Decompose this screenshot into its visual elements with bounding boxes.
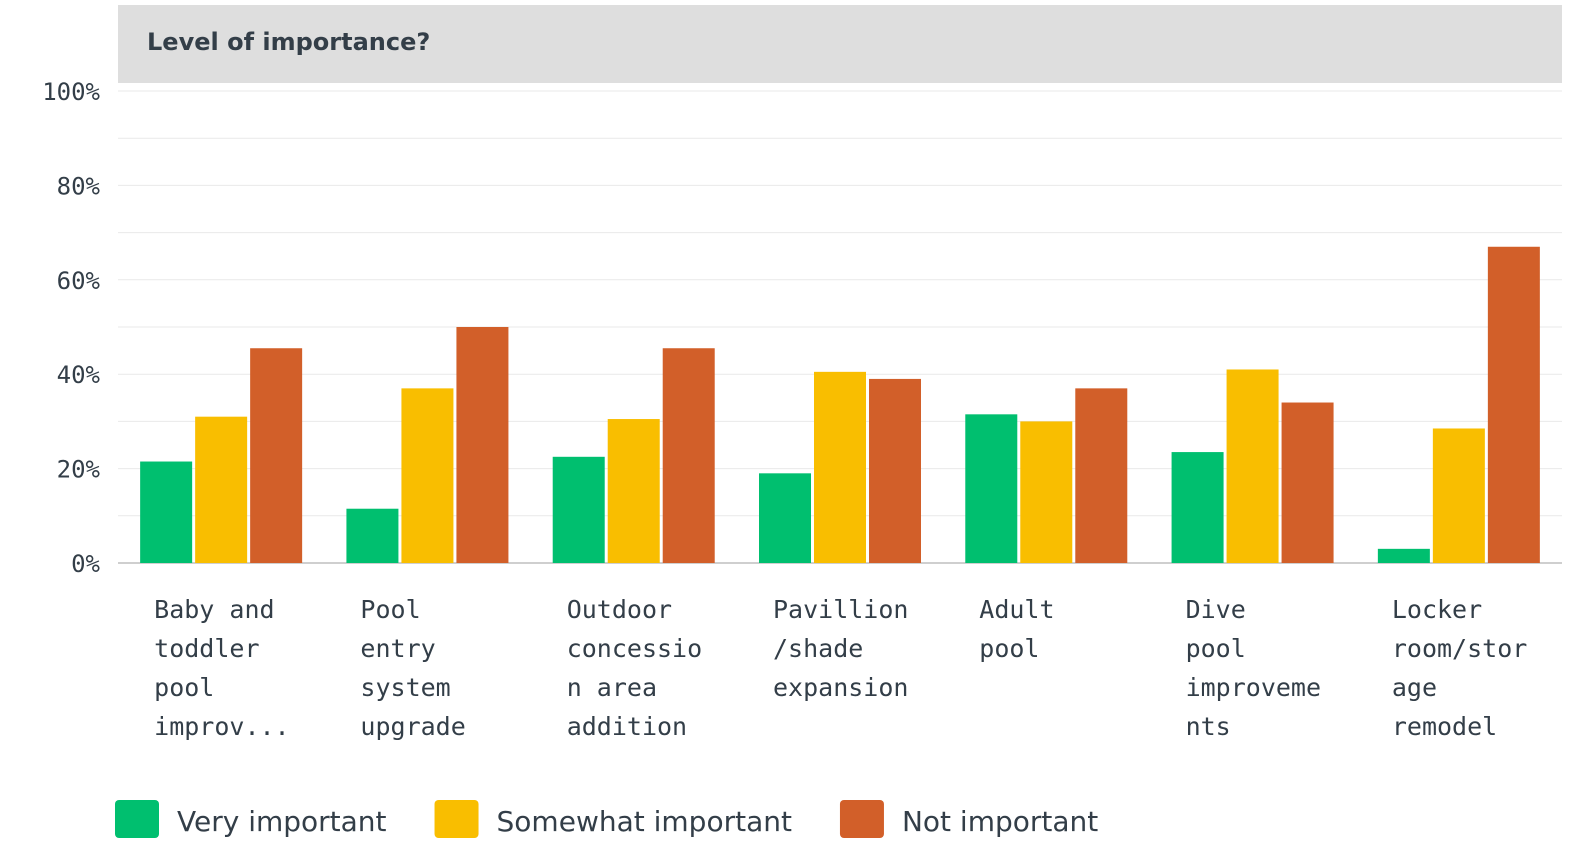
bar-2-3 [607,419,660,563]
bar-3-7 [1487,246,1540,563]
bar-3-4 [869,378,921,563]
bar-3-1 [250,348,303,563]
bar-1-1 [140,461,193,563]
bar-1-2 [346,508,399,563]
bar-2-1 [195,416,248,563]
legend-label: Not important [902,805,1098,838]
bar-2-5 [1020,421,1073,563]
y-tick-label: 60% [57,267,101,295]
bar-1-4 [759,473,811,563]
legend-label: Somewhat important [497,805,792,838]
legend: Very important Somewhat important Not impo… [115,800,1098,838]
bar-3-6 [1281,402,1334,563]
chart-title: Level of importance? [147,28,430,56]
category-label: Baby and toddler pool improv... [154,595,289,741]
y-tick-label: 80% [57,172,101,200]
bar-3-3 [662,348,715,563]
legend-swatch [115,800,159,838]
y-tick-label: 40% [57,361,101,389]
bar-3-2 [456,327,509,563]
bar-2-6 [1226,369,1279,563]
bar-2-7 [1432,428,1485,563]
legend-swatch [434,800,479,838]
title-band [118,5,1562,83]
bar-1-5 [965,414,1018,563]
category-label: Dive pool improveme nts [1186,595,1321,741]
bar-2-4 [814,371,866,563]
y-tick-label: 0% [71,550,100,578]
category-label: Outdoor concessio n area addition [567,595,702,741]
bars [140,246,1540,563]
y-tick-label: 100% [42,78,100,106]
category-label: Adult pool [979,595,1054,663]
y-tick-label: 20% [57,456,101,484]
bar-3-5 [1075,388,1128,563]
category-label: Pavillion/shade expansion [773,595,908,702]
legend-label: Very important [177,805,387,838]
legend-swatch [839,800,884,838]
category-label: Pool entry system upgrade [360,595,465,741]
bar-2-2 [401,388,454,563]
bar-1-3 [552,456,605,563]
category-label: Locker room/stor age remodel [1392,595,1527,741]
bar-1-6 [1171,452,1224,563]
category-labels: Baby and toddler pool improv... Pool entry sys… [154,595,1527,741]
bar-1-7 [1377,548,1430,563]
y-axis-ticks: 0% 20% 40% 60% 80% 100% [42,78,100,578]
